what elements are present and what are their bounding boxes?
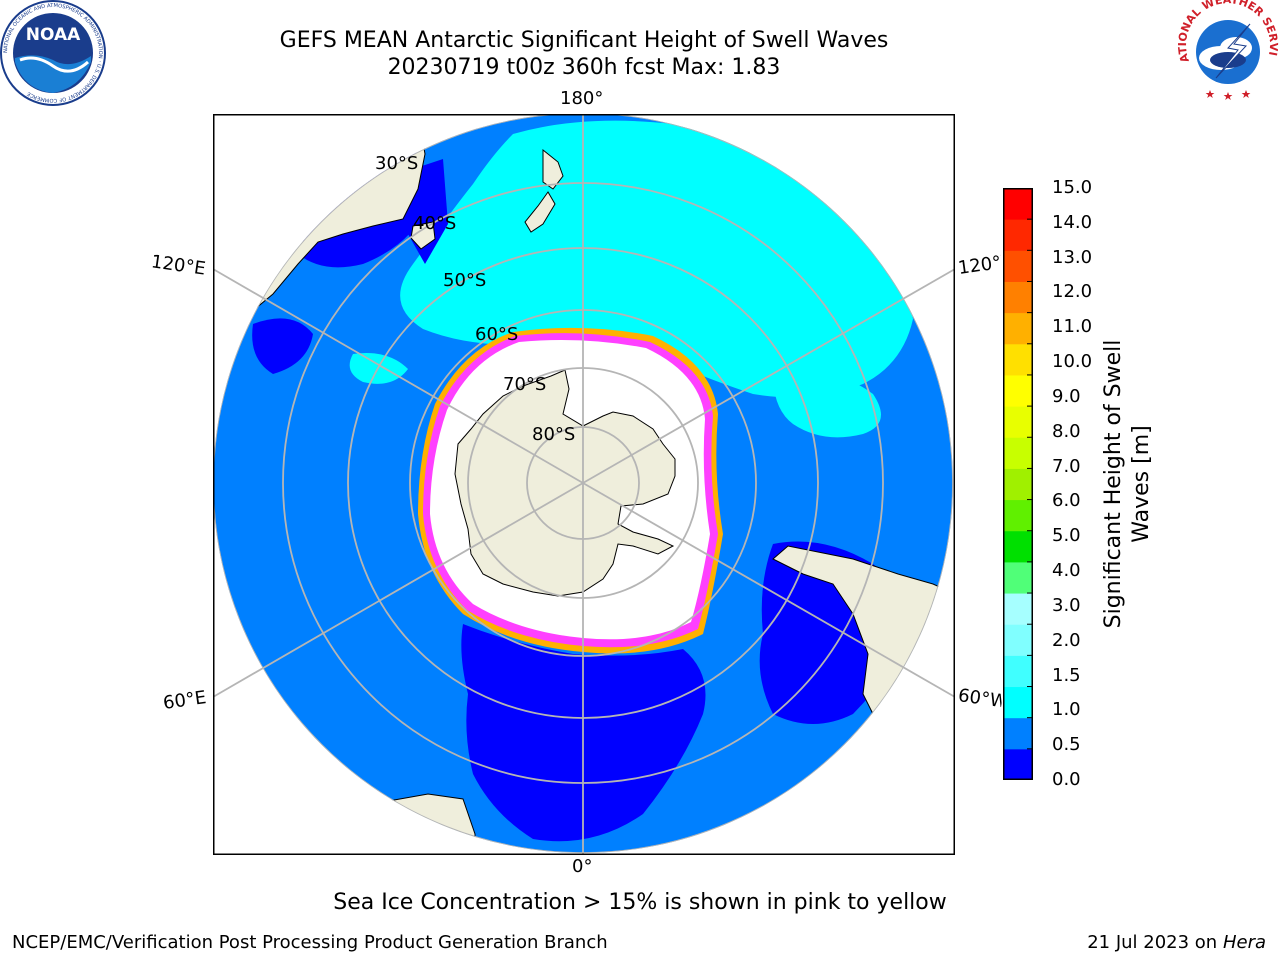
lat-label-60s: 60°S [475, 324, 518, 345]
meridians [213, 114, 955, 855]
colorbar-segment [1003, 624, 1033, 656]
colorbar-tick-label: 1.0 [1052, 699, 1081, 721]
lat-label-40s: 40°S [413, 213, 456, 234]
colorbar-segment [1003, 748, 1033, 780]
colorbar-segment [1003, 717, 1033, 750]
colorbar-tick-label: 9.0 [1052, 385, 1081, 407]
colorbar-tick-label: 5.0 [1052, 525, 1081, 547]
colorbar-tick-label: 0.0 [1052, 769, 1081, 790]
colorbar-label-line1: Significant Height of Swell [1101, 339, 1126, 629]
noaa-logo-text: NOAA [26, 25, 81, 45]
lat-label-70s: 70°S [503, 374, 546, 395]
colorbar-segment [1003, 374, 1033, 407]
lat-label-50s: 50°S [443, 270, 486, 291]
colorbar-tick-label: 8.0 [1052, 420, 1081, 442]
colorbar-segment [1003, 188, 1033, 220]
lon-label-180: 180° [560, 88, 604, 109]
colorbar-tick-label: 12.0 [1052, 281, 1093, 303]
lat-label-30s: 30°S [375, 153, 418, 174]
colorbar-segment [1003, 406, 1033, 438]
swell-cyan-patch [349, 353, 408, 384]
colorbar-tick-label: 0.5 [1052, 734, 1081, 756]
colorbar-tick-label: 3.0 [1052, 594, 1081, 616]
colorbar-segment [1003, 499, 1033, 532]
colorbar-segment [1003, 281, 1033, 314]
colorbar-segment [1003, 468, 1033, 501]
colorbar-tick-label: 1.5 [1052, 664, 1081, 686]
title-line-1: GEFS MEAN Antarctic Significant Height o… [279, 28, 889, 53]
land-antarctica [454, 369, 676, 597]
colorbar [1003, 188, 1033, 780]
lon-label-120w: 120°W [956, 252, 1004, 279]
colorbar-segment [1003, 250, 1033, 282]
colorbar-segment [1003, 437, 1033, 469]
colorbar-tick-label: 10.0 [1052, 351, 1093, 373]
colorbar-tick-label: 14.0 [1052, 211, 1093, 233]
colorbar-segment [1003, 561, 1033, 594]
footer-host: Hera [1222, 932, 1266, 953]
noaa-logo: NATIONAL OCEANIC AND ATMOSPHERIC ADMINIS… [0, 0, 106, 106]
colorbar-segment [1003, 312, 1033, 345]
sea-ice-note: Sea Ice Concentration > 15% is shown in … [333, 890, 947, 915]
swell-cyan-patch [773, 371, 881, 438]
map-border [213, 114, 955, 855]
colorbar-tick-label: 15.0 [1052, 177, 1093, 198]
colorbar-tick-label: 6.0 [1052, 490, 1081, 512]
colorbar-label-line2: Waves [m] [1129, 425, 1154, 543]
colorbar-tick-label: 2.0 [1052, 629, 1081, 651]
colorbar-tick-label: 7.0 [1052, 455, 1081, 477]
colorbar-segment [1003, 686, 1033, 719]
lat-label-80s: 80°S [532, 424, 575, 445]
colorbar-segment [1003, 530, 1033, 563]
colorbar-segment [1003, 655, 1033, 688]
land-new-zealand [524, 148, 564, 233]
colorbar-segment [1003, 219, 1033, 251]
swell-low-region [252, 318, 313, 374]
colorbar-segment [1003, 593, 1033, 625]
nws-logo: NATIONAL WEATHER SERVICE [1176, 0, 1280, 100]
polar-map: 30°S 40°S 50°S 60°S 70°S 80°S [213, 114, 955, 855]
title-line-2: 20230719 t00z 360h fcst Max: 1.83 [387, 55, 781, 80]
colorbar-segment [1003, 343, 1033, 376]
lon-label-60w: 60°W [956, 685, 1004, 712]
colorbar-tick-label: 13.0 [1052, 246, 1093, 268]
lon-label-120e: 120°E [149, 251, 207, 280]
lon-label-60e: 60°E [161, 687, 208, 714]
footer-credit: NCEP/EMC/Verification Post Processing Pr… [12, 932, 608, 953]
colorbar-tick-label: 11.0 [1052, 316, 1093, 338]
colorbar-tick-label: 4.0 [1052, 560, 1081, 582]
footer-date: 21 Jul 2023 on Hera [1087, 932, 1266, 953]
footer-date-text: 21 Jul 2023 on [1087, 932, 1223, 953]
lon-label-0: 0° [572, 856, 593, 877]
